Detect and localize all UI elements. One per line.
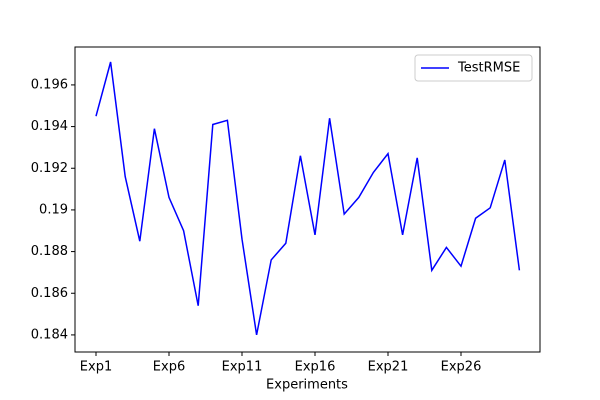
y-tick-label: 0.194 <box>31 119 68 134</box>
x-tick-label: Exp6 <box>153 360 185 375</box>
y-tick-label: 0.186 <box>31 286 68 301</box>
y-tick-label: 0.19 <box>39 202 68 217</box>
y-tick-label: 0.184 <box>31 327 68 342</box>
x-tick-label: Exp16 <box>295 360 336 375</box>
x-tick-label: Exp11 <box>222 360 263 375</box>
legend-label: TestRMSE <box>457 61 520 76</box>
axes-frame <box>74 46 541 353</box>
y-tick-label: 0.196 <box>31 77 68 92</box>
legend-box <box>414 54 533 82</box>
x-tick-label: Exp1 <box>80 360 112 375</box>
y-tick-label: 0.192 <box>31 161 68 176</box>
y-tick-label: 0.188 <box>31 244 68 259</box>
x-axis-label: Experiments <box>266 378 348 393</box>
x-tick-label: Exp26 <box>441 360 482 375</box>
x-tick-label: Exp21 <box>368 360 409 375</box>
line-series <box>95 61 521 336</box>
